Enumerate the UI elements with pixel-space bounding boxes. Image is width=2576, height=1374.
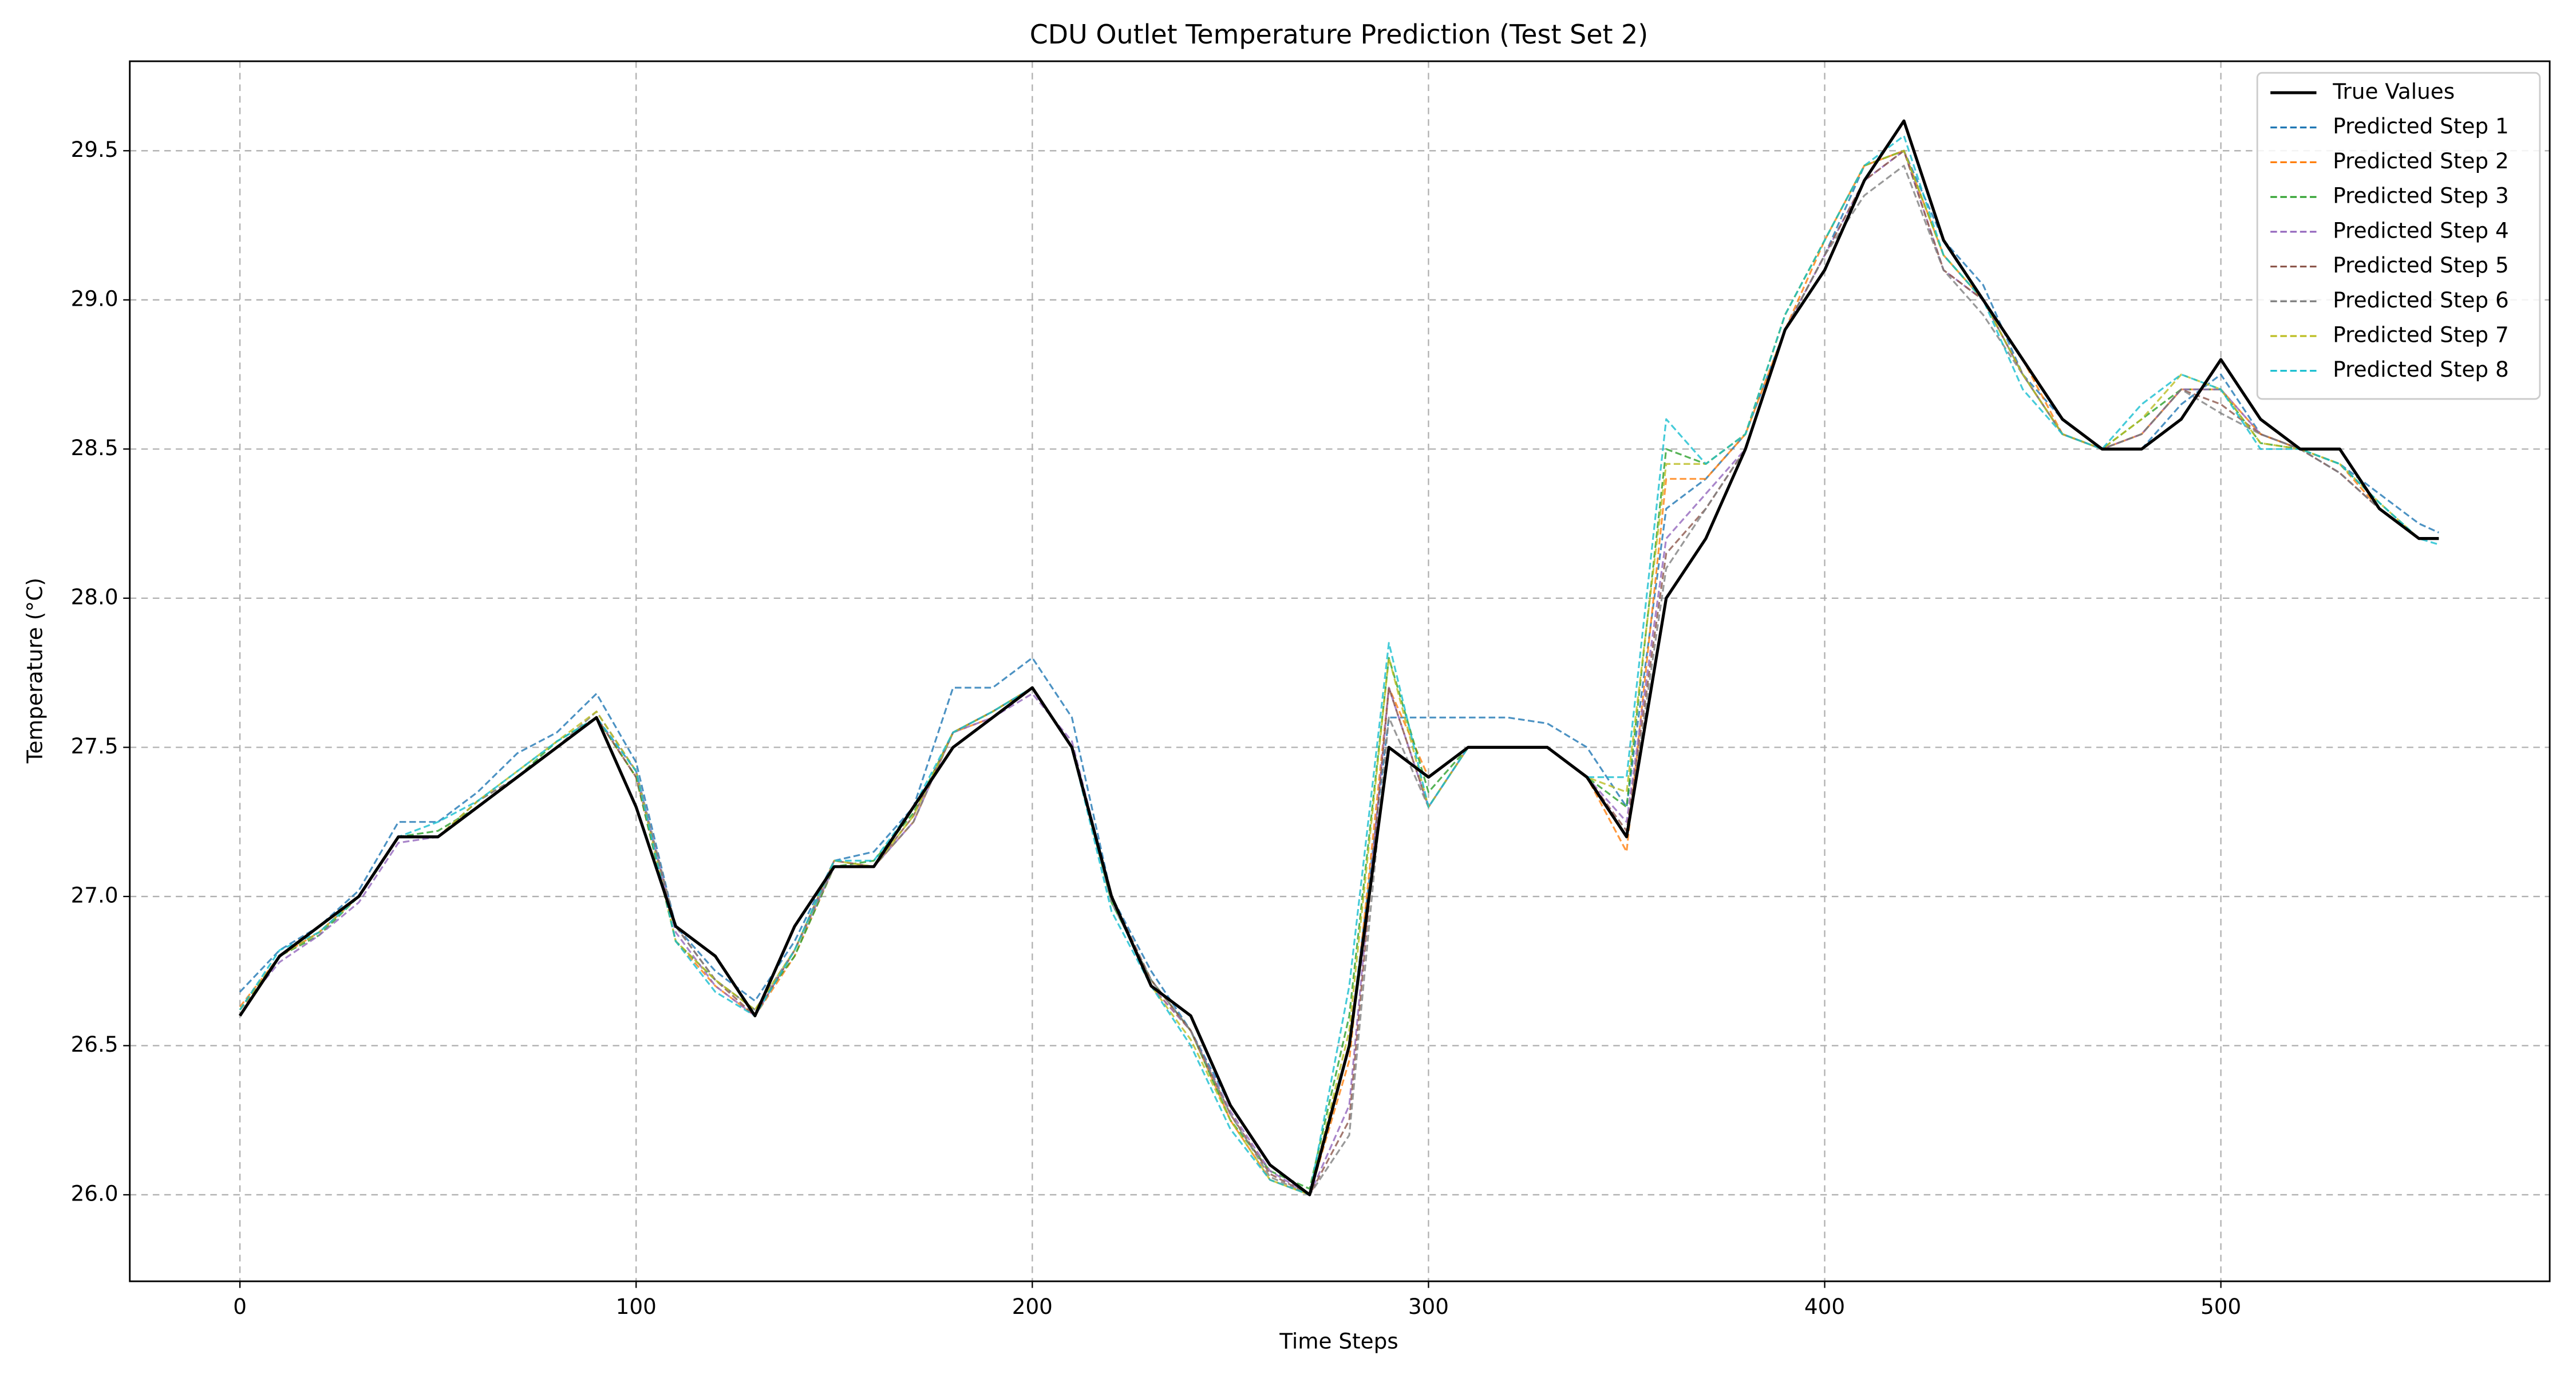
y-tick-label: 29.5 xyxy=(71,137,118,162)
y-axis-label: Temperature (°C) xyxy=(22,578,48,764)
x-tick-label: 100 xyxy=(616,1294,657,1319)
legend-label: Predicted Step 7 xyxy=(2333,322,2508,347)
y-tick-label: 27.0 xyxy=(71,882,118,907)
x-axis-label: Time Steps xyxy=(1279,1328,1398,1353)
y-tick-label: 29.0 xyxy=(71,286,118,311)
x-tick-label: 400 xyxy=(1804,1294,1845,1319)
y-tick-label: 28.0 xyxy=(71,584,118,609)
legend: True Values Predicted Step 1 Predicted Ste… xyxy=(2256,72,2541,400)
prediction-line xyxy=(239,164,2439,1196)
legend-label: Predicted Step 3 xyxy=(2333,183,2508,208)
legend-label: Predicted Step 8 xyxy=(2333,357,2508,382)
chart-title: CDU Outlet Temperature Prediction (Test … xyxy=(1030,19,1648,50)
prediction-line xyxy=(239,149,2439,1196)
legend-label: Predicted Step 5 xyxy=(2333,252,2508,278)
x-tick-label: 0 xyxy=(233,1294,247,1319)
y-tick-label: 27.5 xyxy=(71,733,118,759)
true-line xyxy=(238,119,2439,1197)
legend-label: Predicted Step 2 xyxy=(2333,148,2508,173)
legend-label: True Values xyxy=(2332,78,2455,104)
prediction-line xyxy=(239,135,2439,1196)
y-tick-label: 28.5 xyxy=(71,435,118,460)
plot-frame xyxy=(129,60,2551,1282)
legend-box xyxy=(2256,72,2541,400)
y-tick-label: 26.5 xyxy=(71,1032,118,1057)
x-tick-label: 500 xyxy=(2200,1294,2241,1319)
y-tick-label: 26.0 xyxy=(71,1180,118,1206)
legend-label: Predicted Step 6 xyxy=(2333,287,2508,313)
x-tick-label: 200 xyxy=(1012,1294,1053,1319)
x-tick-label: 300 xyxy=(1408,1294,1449,1319)
legend-label: Predicted Step 4 xyxy=(2333,218,2508,243)
legend-label: Predicted Step 1 xyxy=(2333,113,2508,139)
